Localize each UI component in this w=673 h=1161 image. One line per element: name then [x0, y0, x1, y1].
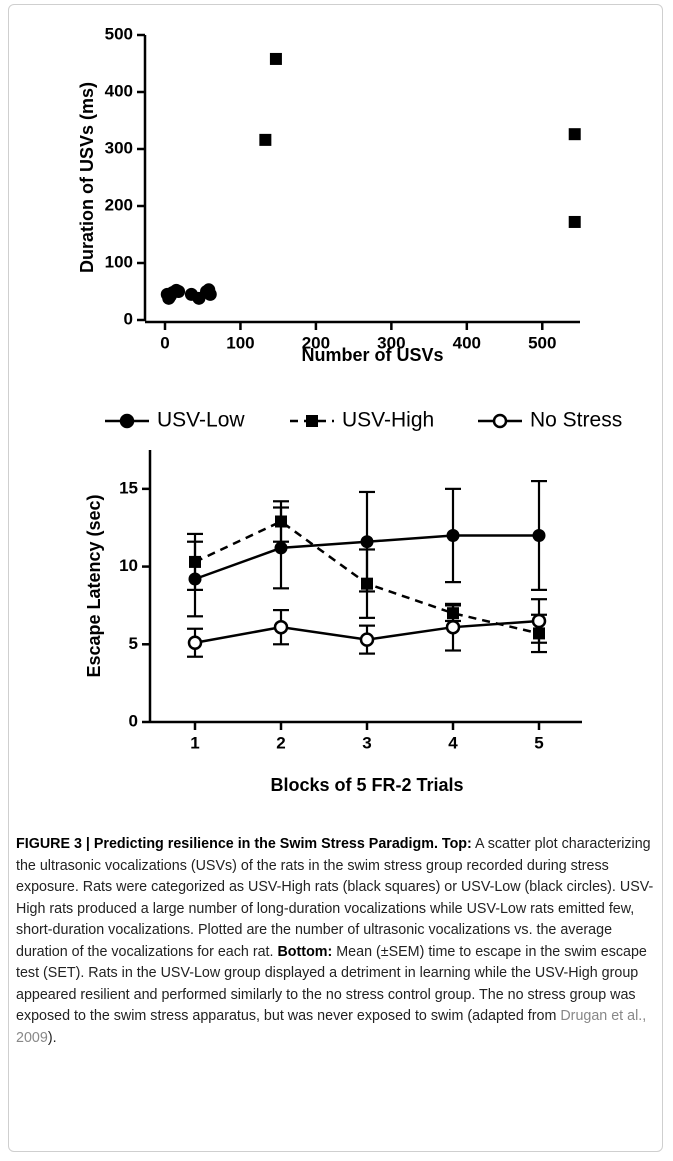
open-circle-marker	[359, 632, 375, 647]
y-axis-label: Escape Latency (sec)	[84, 494, 104, 677]
circle-marker	[446, 528, 460, 542]
y-tick-label: 0	[129, 711, 138, 730]
x-tick-label: 0	[160, 333, 169, 352]
y-tick-label: 400	[105, 81, 133, 100]
legend-label: USV-Low	[157, 409, 245, 432]
x-tick-label: 200	[302, 333, 330, 352]
x-tick-label: 4	[448, 733, 458, 752]
caption-bottom: Bottom:	[277, 943, 333, 960]
x-tick-label: 5	[534, 733, 543, 752]
caption-end: ).	[47, 1029, 57, 1046]
figure-frame	[8, 4, 663, 1152]
caption-heading: FIGURE 3 | Predicting resilience in the …	[16, 836, 472, 852]
legend-marker	[492, 413, 508, 429]
y-tick-label: 0	[124, 309, 133, 328]
square-marker	[269, 52, 282, 65]
caption: FIGURE 3 | Predicting resilience in the …	[16, 834, 656, 1049]
x-axis-label: Number of USVs	[301, 345, 443, 365]
open-circle-marker	[531, 613, 547, 629]
y-tick-label: 300	[105, 138, 133, 157]
y-tick-label: 500	[105, 24, 133, 43]
x-tick-label: 3	[362, 733, 371, 752]
x-tick-label: 2	[276, 733, 285, 752]
circle-marker	[360, 535, 374, 549]
caption-text: A scatter plot characterizing the ultras…	[16, 836, 654, 960]
x-tick-label: 300	[377, 333, 405, 352]
circle-marker	[532, 528, 546, 542]
legend-marker	[306, 415, 318, 427]
caption-reference: Drugan et al., 2009	[16, 1008, 647, 1046]
x-tick-label: 500	[528, 333, 556, 352]
y-tick-label: 10	[119, 556, 138, 575]
circle-marker	[203, 287, 217, 301]
square-marker	[568, 128, 581, 141]
x-tick-label: 1	[190, 733, 199, 752]
y-tick-label: 100	[105, 252, 133, 271]
y-axis-label: Duration of USVs (ms)	[77, 82, 97, 273]
open-circle-marker	[187, 635, 203, 650]
square-marker	[568, 215, 581, 228]
open-circle-marker	[273, 619, 289, 635]
legend-label: No Stress	[530, 409, 622, 432]
open-circle-marker	[445, 619, 461, 635]
x-axis-label: Blocks of 5 FR-2 Trials	[270, 775, 463, 795]
y-tick-label: 15	[119, 478, 138, 497]
circle-marker	[274, 541, 288, 555]
y-tick-label: 200	[105, 195, 133, 214]
square-marker	[259, 133, 272, 146]
circle-marker	[172, 285, 186, 298]
square-marker	[275, 515, 287, 528]
y-tick-label: 5	[129, 634, 138, 653]
x-tick-label: 100	[226, 333, 254, 352]
legend-label: USV-High	[342, 409, 434, 432]
square-marker	[189, 555, 201, 568]
legend-marker	[119, 413, 135, 429]
square-marker	[361, 577, 373, 590]
caption-text: Mean (±SEM) time to escape in the swim e…	[16, 943, 647, 1025]
x-tick-label: 400	[453, 333, 481, 352]
